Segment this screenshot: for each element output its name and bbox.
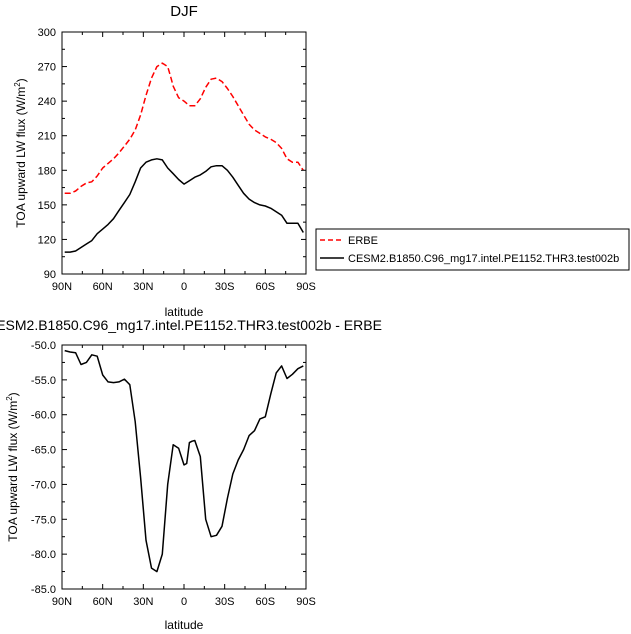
- bottom-y-axis-label-sup: 2: [5, 396, 14, 401]
- y-tick-label: 270: [38, 62, 56, 74]
- top-x-axis-label: latitude: [165, 305, 204, 319]
- x-tick-label: 60N: [93, 596, 113, 608]
- y-tick-label: -75.0: [31, 514, 56, 526]
- y-tick-label: 180: [38, 165, 56, 177]
- bottom-x-ticks: 90N 60N 30N 0 30S 60S 90S: [52, 345, 316, 608]
- bottom-y-ticks: -85.0 -80.0 -75.0 -70.0 -65.0 -60.0 -55.0 -50.0: [31, 340, 306, 596]
- legend: ERBE CESM2.B1850.C96_mg17.intel.PE1152.T…: [315, 228, 630, 271]
- legend-label-erbe: ERBE: [348, 235, 378, 247]
- y-tick-label: -50.0: [31, 340, 56, 352]
- top-plot-frame: [61, 31, 307, 275]
- y-tick-label: 150: [38, 200, 56, 212]
- y-tick-label: 300: [38, 27, 56, 39]
- y-tick-label: 120: [38, 234, 56, 246]
- x-tick-label: 60S: [256, 596, 276, 608]
- top-title: DJF: [170, 3, 198, 20]
- x-tick-label: 60N: [93, 281, 113, 293]
- x-tick-label: 90S: [296, 596, 316, 608]
- bottom-y-axis-label-main: TOA upward LW flux (W/m: [6, 401, 20, 542]
- x-tick-label: 90N: [52, 281, 72, 293]
- x-tick-label: 30S: [215, 596, 235, 608]
- bottom-y-axis-label-close: ): [6, 392, 20, 396]
- x-tick-label: 90S: [296, 281, 316, 293]
- y-tick-label: -65.0: [31, 445, 56, 457]
- x-tick-label: 30N: [133, 596, 153, 608]
- y-tick-label: 210: [38, 131, 56, 143]
- bottom-plot-frame: [61, 344, 307, 590]
- y-tick-label: -60.0: [31, 410, 56, 422]
- top-plot-area: [64, 62, 304, 253]
- x-tick-label: 30S: [215, 281, 235, 293]
- top-x-ticks: 90N 60N 30N 0 30S 60S 90S: [52, 32, 316, 293]
- top-y-axis-label-sup: 2: [13, 82, 22, 87]
- top-y-axis-label: TOA upward LW flux (W/m2): [13, 78, 28, 227]
- bottom-panel: CESM2.B1850.C96_mg17.intel.PE1152.THR3.t…: [0, 317, 382, 632]
- series-line-1-1: [64, 62, 304, 195]
- y-tick-label: -70.0: [31, 479, 56, 491]
- y-tick-label: 90: [44, 269, 56, 281]
- bottom-y-axis-label: TOA upward LW flux (W/m2): [5, 392, 20, 541]
- bottom-x-axis-label: latitude: [165, 618, 204, 632]
- legend-box: [315, 228, 630, 271]
- series-line-1-2: [64, 158, 304, 253]
- top-y-axis-label-close: ): [14, 78, 28, 82]
- y-tick-label: 240: [38, 96, 56, 108]
- bottom-plot-area: [64, 349, 304, 573]
- y-tick-label: -55.0: [31, 375, 56, 387]
- legend-label-cesm2: CESM2.B1850.C96_mg17.intel.PE1152.THR3.t…: [348, 253, 619, 265]
- x-tick-label: 30N: [133, 281, 153, 293]
- x-tick-label: 60S: [256, 281, 276, 293]
- x-tick-label: 90N: [52, 596, 72, 608]
- y-tick-label: -85.0: [31, 584, 56, 596]
- top-y-axis-label-main: TOA upward LW flux (W/m: [14, 87, 28, 228]
- bottom-title: CESM2.B1850.C96_mg17.intel.PE1152.THR3.t…: [0, 317, 382, 333]
- top-y-ticks: 90 120 150 180 210 240 270 300: [38, 27, 306, 281]
- x-tick-label: 0: [181, 596, 187, 608]
- x-tick-label: 0: [181, 281, 187, 293]
- series-line-2-1: [64, 349, 304, 573]
- top-panel: DJF 90N 60N 30N 0 30S 60S 90S 90 120 150 180 210 24…: [13, 3, 316, 319]
- y-tick-label: -80.0: [31, 549, 56, 561]
